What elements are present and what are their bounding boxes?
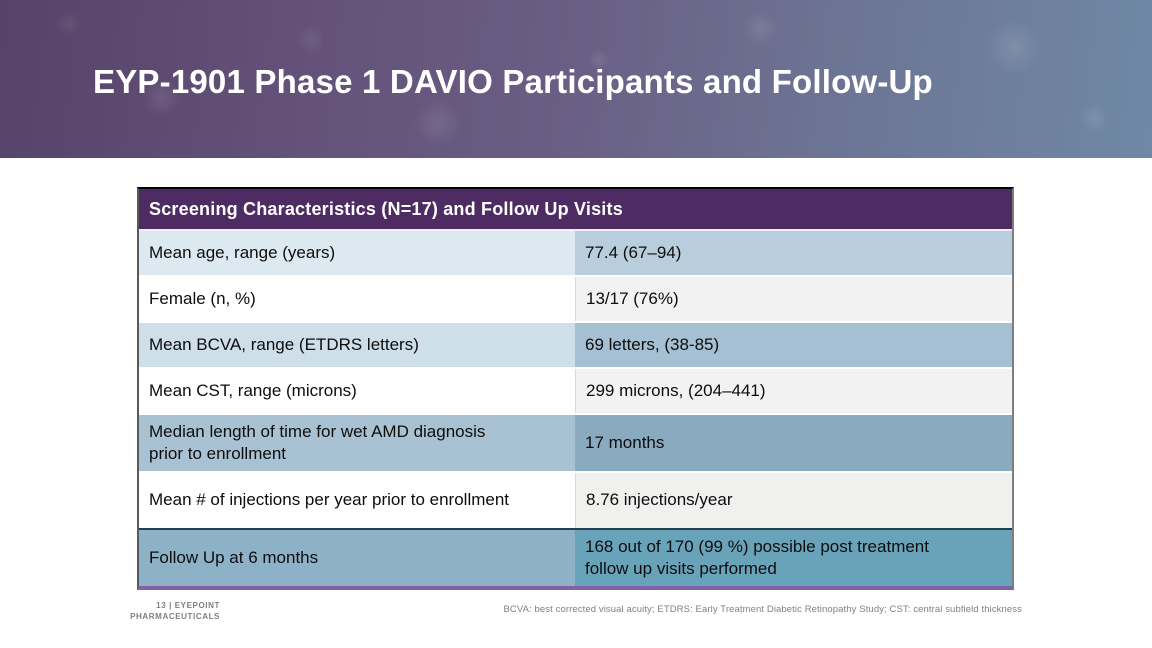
slide-title: EYP-1901 Phase 1 DAVIO Participants and …: [93, 63, 933, 100]
row-value: 17 months: [575, 415, 1012, 471]
table-row: Mean # of injections per year prior to e…: [139, 470, 1012, 528]
abbreviations-footnote: BCVA: best corrected visual acuity; ETDR…: [503, 604, 1022, 615]
table-row: Mean age, range (years) 77.4 (67–94): [139, 229, 1012, 275]
row-value: 77.4 (67–94): [575, 231, 1012, 275]
row-label: Mean age, range (years): [139, 231, 575, 275]
table-row: Follow Up at 6 months 168 out of 170 (99…: [139, 527, 1012, 586]
row-value: 299 microns, (204–441): [575, 369, 1012, 413]
brand-name-line: PHARMACEUTICALS: [130, 612, 220, 621]
slide-number-line: 13 | EYEPOINT: [156, 601, 220, 610]
slide-number-and-brand: 13 | EYEPOINT PHARMACEUTICALS: [98, 600, 220, 622]
row-label: Female (n, %): [139, 277, 575, 321]
title-banner: EYP-1901 Phase 1 DAVIO Participants and …: [0, 0, 1152, 158]
table-header: Screening Characteristics (N=17) and Fol…: [139, 189, 1012, 229]
row-value: 168 out of 170 (99 %) possible post trea…: [575, 529, 1012, 586]
row-value: 8.76 injections/year: [575, 472, 1012, 528]
row-label: Mean CST, range (microns): [139, 369, 575, 413]
row-label: Follow Up at 6 months: [139, 529, 575, 586]
row-label: Mean BCVA, range (ETDRS letters): [139, 323, 575, 367]
row-value: 13/17 (76%): [575, 277, 1012, 321]
table-row: Mean CST, range (microns) 299 microns, (…: [139, 367, 1012, 413]
table-row: Female (n, %) 13/17 (76%): [139, 275, 1012, 321]
table-row: Mean BCVA, range (ETDRS letters) 69 lett…: [139, 321, 1012, 367]
row-label: Mean # of injections per year prior to e…: [139, 472, 575, 528]
table-row: Median length of time for wet AMD diagno…: [139, 413, 1012, 471]
screening-characteristics-table: Screening Characteristics (N=17) and Fol…: [137, 187, 1014, 590]
row-value: 69 letters, (38-85): [575, 323, 1012, 367]
row-label: Median length of time for wet AMD diagno…: [139, 415, 575, 471]
